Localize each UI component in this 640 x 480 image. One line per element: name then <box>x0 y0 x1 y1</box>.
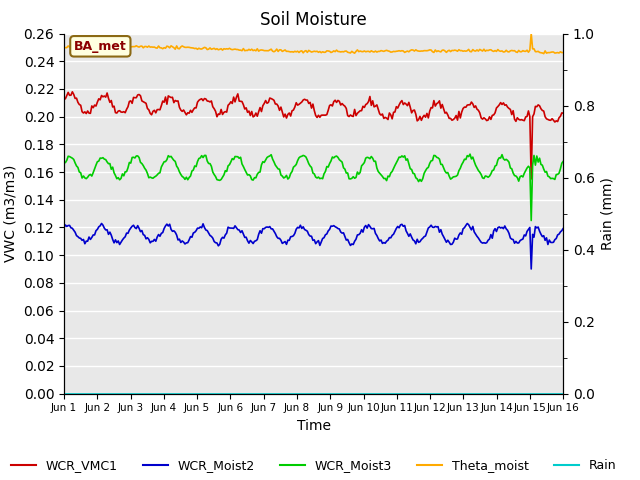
Y-axis label: Rain (mm): Rain (mm) <box>600 177 614 250</box>
X-axis label: Time: Time <box>296 419 331 433</box>
Text: BA_met: BA_met <box>74 40 127 53</box>
Y-axis label: VWC (m3/m3): VWC (m3/m3) <box>4 165 18 262</box>
Title: Soil Moisture: Soil Moisture <box>260 11 367 29</box>
Legend: WCR_VMC1, WCR_Moist2, WCR_Moist3, Theta_moist, Rain: WCR_VMC1, WCR_Moist2, WCR_Moist3, Theta_… <box>6 455 621 477</box>
